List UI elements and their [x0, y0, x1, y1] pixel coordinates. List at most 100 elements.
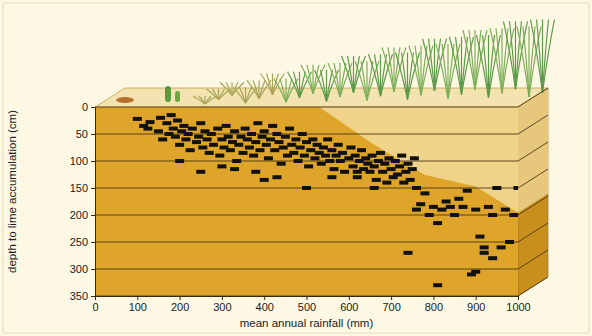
point	[249, 154, 258, 158]
grass-blade	[504, 21, 516, 89]
tick: 1000	[506, 296, 530, 313]
tick-mark	[391, 296, 392, 300]
grass-blade	[274, 79, 286, 103]
tick: 300	[70, 263, 95, 275]
point	[230, 129, 239, 133]
grass-blade	[205, 96, 217, 104]
grid-line-side	[518, 169, 548, 188]
point	[334, 143, 343, 147]
tick-label: 100	[129, 301, 147, 313]
point	[327, 175, 336, 179]
point	[143, 127, 152, 131]
point	[378, 170, 387, 174]
y-axis: 050100150200250300350	[70, 101, 96, 302]
grass-blade	[348, 56, 354, 93]
point	[433, 221, 442, 225]
point	[463, 189, 472, 193]
grass-blade	[529, 26, 541, 96]
tick: 200	[70, 209, 95, 221]
grass-blade	[220, 82, 232, 95]
point	[429, 205, 438, 209]
vegetation	[116, 20, 555, 105]
point	[217, 164, 226, 168]
tick-label: 400	[256, 301, 274, 313]
grass-blade	[477, 35, 489, 98]
grass-blade	[280, 79, 286, 103]
point	[420, 191, 429, 195]
grass-blade	[429, 39, 435, 91]
grass-blade	[207, 89, 219, 100]
point	[304, 164, 313, 168]
point	[351, 154, 360, 158]
chart: 0100200300400500600700800900100005010015…	[0, 0, 592, 336]
point	[285, 127, 294, 131]
tick-mark	[307, 296, 308, 300]
tick: 600	[340, 296, 358, 313]
grass-blade	[496, 28, 502, 93]
tick: 350	[70, 290, 95, 302]
tick-mark	[95, 296, 96, 300]
point	[300, 154, 309, 158]
point	[325, 159, 334, 163]
point	[370, 186, 379, 190]
point	[298, 132, 307, 136]
tick-mark	[91, 188, 95, 189]
point	[245, 146, 254, 150]
background	[3, 3, 589, 333]
point	[156, 116, 165, 120]
point	[446, 205, 455, 209]
grass-blade	[463, 30, 475, 90]
point	[480, 245, 489, 249]
grass-blade	[247, 80, 259, 98]
tick-mark	[91, 242, 95, 243]
grass-blade	[423, 39, 435, 91]
point	[268, 124, 277, 128]
grid-line-side	[518, 250, 548, 269]
tick-label: 50	[76, 128, 88, 140]
point	[319, 146, 328, 150]
grass-blade	[234, 87, 246, 103]
point	[196, 121, 205, 125]
point	[260, 178, 269, 182]
point	[270, 148, 279, 152]
tick-mark	[91, 269, 95, 270]
tick-label: 500	[298, 301, 316, 313]
grass-blade	[261, 74, 273, 95]
tick: 0	[92, 296, 98, 313]
cactus	[165, 86, 171, 102]
point	[294, 159, 303, 163]
point	[317, 162, 326, 166]
grass-blade	[369, 54, 381, 96]
grass-blade	[321, 70, 327, 101]
point	[475, 235, 484, 239]
point	[253, 121, 262, 125]
point	[509, 213, 518, 217]
tick-mark	[91, 215, 95, 216]
point	[277, 162, 286, 166]
point	[281, 135, 290, 139]
grid	[95, 88, 548, 296]
grass-blade	[199, 96, 205, 104]
point	[488, 213, 497, 217]
point	[395, 164, 404, 168]
point	[346, 146, 355, 150]
tick: 150	[70, 182, 95, 194]
point	[505, 240, 514, 244]
point	[349, 164, 358, 168]
x-axis: 01002003004005006007008009001000	[92, 296, 530, 313]
point	[194, 135, 203, 139]
point	[179, 124, 188, 128]
point	[175, 143, 184, 147]
grass-blade	[483, 35, 489, 98]
grass-blade	[442, 44, 448, 99]
grass-blade	[213, 89, 219, 100]
point	[404, 162, 413, 166]
point	[323, 137, 332, 141]
point	[353, 175, 362, 179]
point	[433, 283, 442, 287]
point	[387, 167, 396, 171]
rock	[116, 97, 134, 103]
tick-label: 100	[70, 155, 88, 167]
grass-blade	[510, 21, 516, 89]
grass-blade	[517, 26, 529, 96]
